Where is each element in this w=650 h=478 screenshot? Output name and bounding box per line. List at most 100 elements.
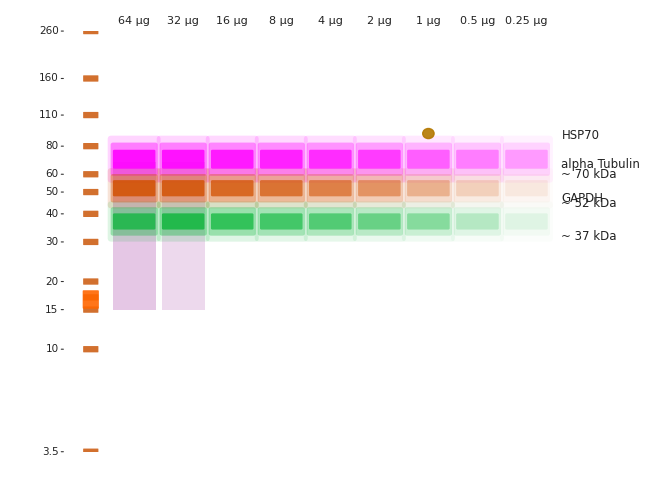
FancyBboxPatch shape (258, 207, 305, 236)
FancyBboxPatch shape (83, 239, 98, 245)
FancyBboxPatch shape (505, 150, 548, 169)
Text: 4 μg: 4 μg (318, 16, 343, 26)
FancyBboxPatch shape (211, 150, 254, 169)
FancyBboxPatch shape (206, 168, 259, 208)
Text: 3.5: 3.5 (42, 447, 58, 456)
FancyBboxPatch shape (209, 142, 255, 176)
Text: 32 μg: 32 μg (167, 16, 199, 26)
Text: GAPDH: GAPDH (562, 192, 603, 205)
FancyBboxPatch shape (111, 174, 158, 202)
FancyBboxPatch shape (356, 174, 403, 202)
FancyBboxPatch shape (157, 201, 210, 242)
FancyBboxPatch shape (402, 168, 455, 208)
Text: 110: 110 (39, 110, 58, 120)
FancyBboxPatch shape (451, 136, 504, 183)
FancyBboxPatch shape (358, 180, 400, 196)
FancyBboxPatch shape (500, 136, 553, 183)
Bar (112, 162, 156, 310)
Text: 80: 80 (46, 141, 58, 151)
FancyBboxPatch shape (407, 213, 450, 229)
FancyBboxPatch shape (405, 207, 452, 236)
FancyBboxPatch shape (160, 207, 207, 236)
FancyBboxPatch shape (309, 150, 352, 169)
FancyBboxPatch shape (160, 174, 207, 202)
FancyBboxPatch shape (353, 136, 406, 183)
FancyBboxPatch shape (309, 180, 352, 196)
FancyBboxPatch shape (162, 180, 205, 196)
FancyBboxPatch shape (211, 213, 254, 229)
FancyBboxPatch shape (83, 143, 98, 149)
FancyBboxPatch shape (258, 174, 305, 202)
Text: 10: 10 (46, 344, 58, 354)
Text: 40: 40 (46, 209, 58, 219)
FancyBboxPatch shape (108, 168, 161, 208)
FancyBboxPatch shape (113, 213, 155, 229)
FancyBboxPatch shape (83, 306, 98, 313)
Text: HSP70: HSP70 (562, 130, 599, 142)
FancyBboxPatch shape (211, 180, 254, 196)
FancyBboxPatch shape (505, 180, 548, 196)
FancyBboxPatch shape (356, 207, 403, 236)
FancyBboxPatch shape (307, 174, 354, 202)
FancyBboxPatch shape (353, 168, 406, 208)
Text: 0.25 μg: 0.25 μg (505, 16, 548, 26)
FancyBboxPatch shape (83, 189, 98, 195)
Text: 50: 50 (46, 187, 58, 197)
Text: 64 μg: 64 μg (118, 16, 150, 26)
FancyBboxPatch shape (405, 142, 452, 176)
FancyBboxPatch shape (206, 201, 259, 242)
FancyBboxPatch shape (407, 180, 450, 196)
FancyBboxPatch shape (260, 180, 302, 196)
FancyBboxPatch shape (454, 142, 501, 176)
FancyBboxPatch shape (83, 294, 98, 301)
FancyBboxPatch shape (162, 213, 205, 229)
FancyBboxPatch shape (454, 174, 501, 202)
FancyBboxPatch shape (206, 136, 259, 183)
Text: 20: 20 (46, 277, 58, 286)
FancyBboxPatch shape (108, 136, 161, 183)
FancyBboxPatch shape (108, 201, 161, 242)
Text: 16 μg: 16 μg (216, 16, 248, 26)
FancyBboxPatch shape (83, 290, 99, 309)
FancyBboxPatch shape (83, 278, 98, 285)
Text: 160: 160 (39, 74, 58, 84)
FancyBboxPatch shape (83, 448, 98, 455)
FancyBboxPatch shape (454, 207, 501, 236)
FancyBboxPatch shape (304, 168, 357, 208)
FancyBboxPatch shape (307, 207, 354, 236)
Text: 0.5 μg: 0.5 μg (460, 16, 495, 26)
FancyBboxPatch shape (162, 150, 205, 169)
FancyBboxPatch shape (456, 150, 499, 169)
FancyBboxPatch shape (157, 136, 210, 183)
FancyBboxPatch shape (111, 142, 158, 176)
FancyBboxPatch shape (157, 168, 210, 208)
FancyBboxPatch shape (83, 76, 98, 82)
FancyBboxPatch shape (356, 142, 403, 176)
Text: 60: 60 (46, 169, 58, 179)
FancyBboxPatch shape (209, 174, 255, 202)
FancyBboxPatch shape (505, 213, 548, 229)
Text: 2 μg: 2 μg (367, 16, 392, 26)
FancyBboxPatch shape (503, 142, 550, 176)
FancyBboxPatch shape (83, 171, 98, 177)
FancyBboxPatch shape (160, 142, 207, 176)
Text: ~ 70 kDa: ~ 70 kDa (562, 168, 617, 181)
FancyBboxPatch shape (260, 150, 302, 169)
Text: ~ 37 kDa: ~ 37 kDa (562, 230, 617, 243)
Bar (162, 162, 205, 310)
FancyBboxPatch shape (358, 213, 400, 229)
FancyBboxPatch shape (83, 211, 98, 217)
FancyBboxPatch shape (113, 150, 155, 169)
FancyBboxPatch shape (83, 28, 98, 34)
FancyBboxPatch shape (405, 174, 452, 202)
FancyBboxPatch shape (260, 213, 302, 229)
Text: 260: 260 (39, 26, 58, 36)
FancyBboxPatch shape (456, 213, 499, 229)
FancyBboxPatch shape (309, 213, 352, 229)
FancyBboxPatch shape (456, 180, 499, 196)
Circle shape (422, 129, 434, 139)
FancyBboxPatch shape (111, 207, 158, 236)
Text: 30: 30 (46, 237, 58, 247)
FancyBboxPatch shape (255, 136, 307, 183)
FancyBboxPatch shape (304, 136, 357, 183)
